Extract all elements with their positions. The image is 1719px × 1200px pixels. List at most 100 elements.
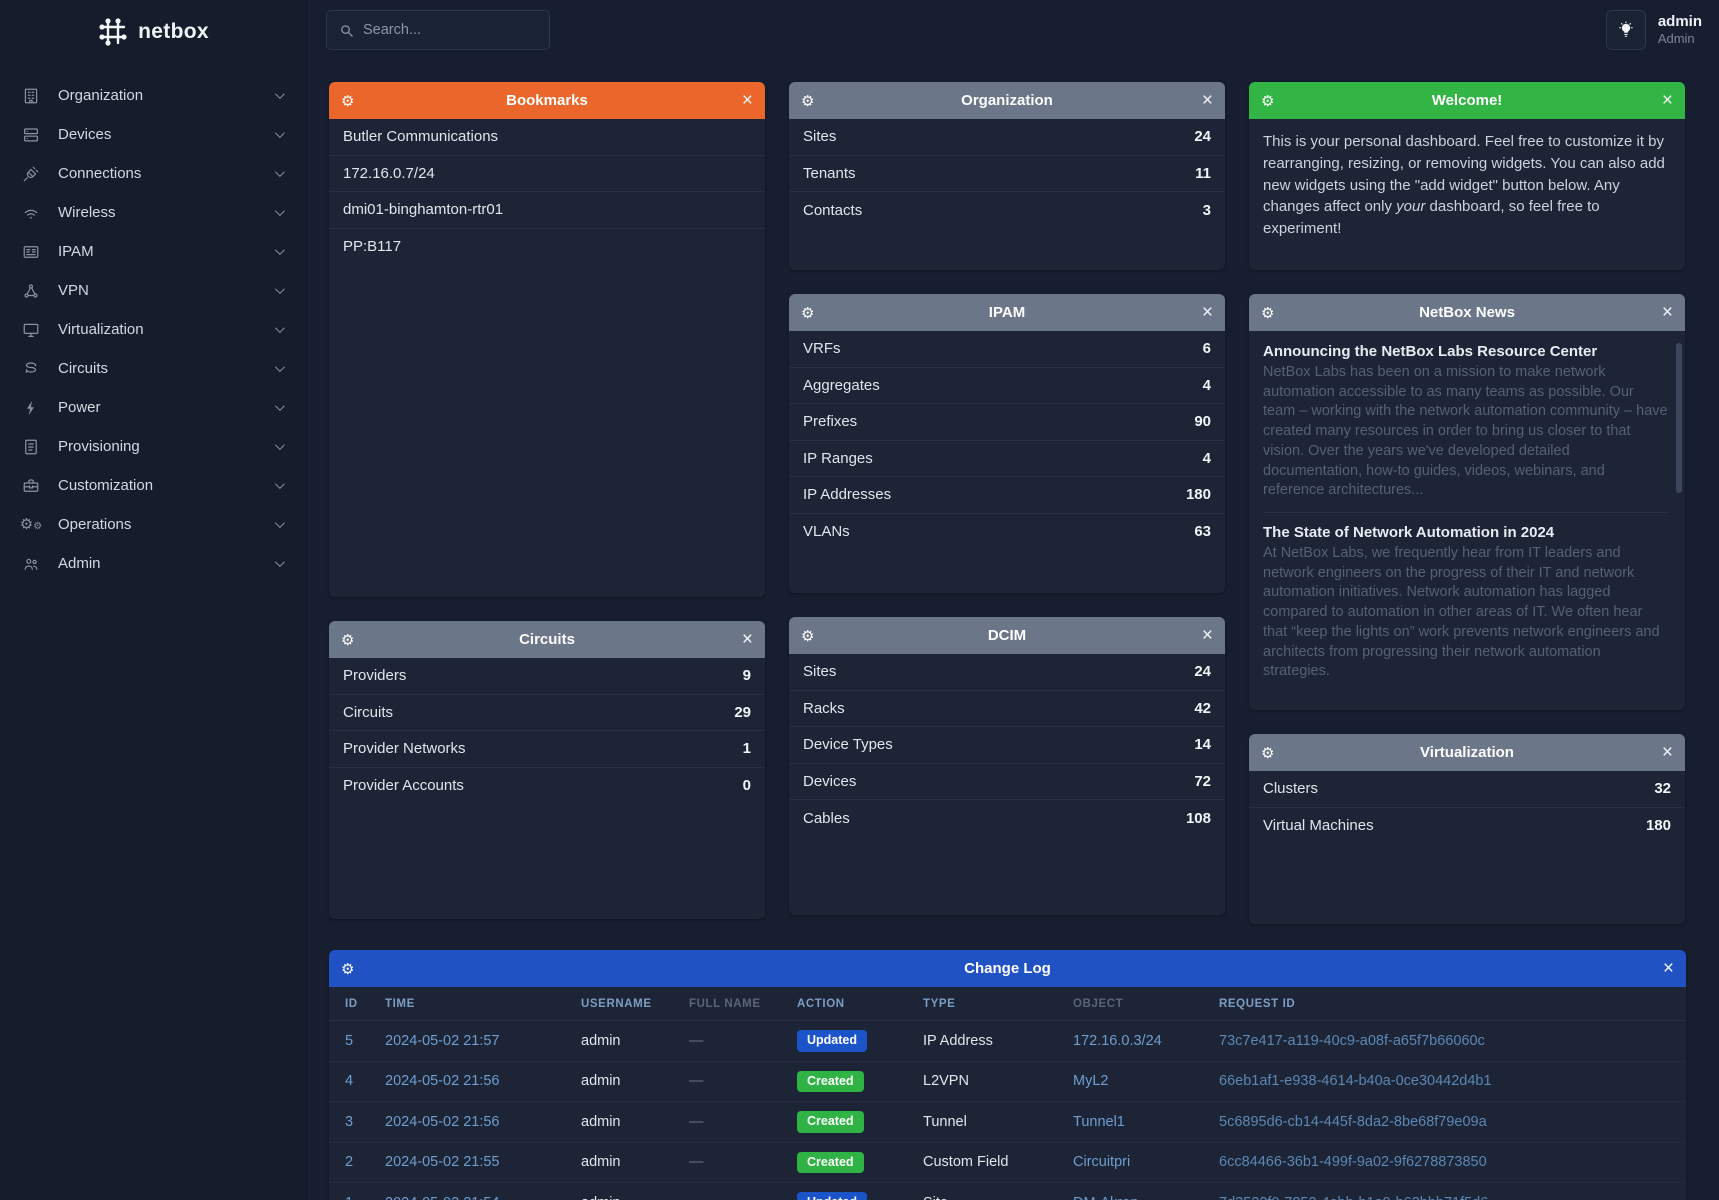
sidebar-item-ipam[interactable]: IPAM — [0, 232, 306, 271]
sidebar-item-label: Provisioning — [58, 438, 140, 455]
stat-label[interactable]: Sites — [803, 663, 837, 681]
stat-label[interactable]: Aggregates — [803, 376, 880, 394]
news-article-title[interactable]: The State of Network Automation in 2024 — [1263, 524, 1555, 542]
changelog-widget-header: ⚙ Change Log × — [329, 950, 1686, 987]
widget-config-icon[interactable]: ⚙ — [341, 92, 355, 110]
stat-value: 4 — [1202, 376, 1211, 394]
sidebar-item-devices[interactable]: Devices — [0, 115, 306, 154]
sidebar-item-virtualization[interactable]: Virtualization — [0, 310, 306, 349]
close-icon[interactable]: × — [1201, 625, 1213, 646]
close-icon[interactable]: × — [741, 629, 753, 650]
stat-label[interactable]: Device Types — [803, 736, 893, 754]
bookmark-item[interactable]: Butler Communications — [329, 119, 765, 156]
stat-label[interactable]: Tenants — [803, 164, 856, 182]
column-header-type[interactable]: TYPE — [913, 987, 1063, 1021]
stat-label[interactable]: Racks — [803, 699, 845, 717]
change-request-id-link[interactable]: 5c6895d6-cb14-445f-8da2-8be68f79e09a — [1219, 1113, 1487, 1130]
sidebar-item-operations[interactable]: ⚙⚙ Operations — [0, 505, 306, 544]
bookmark-item[interactable]: PP:B117 — [343, 238, 402, 256]
sidebar-item-connections[interactable]: Connections — [0, 154, 306, 193]
change-id-link[interactable]: 4 — [345, 1073, 354, 1090]
column-header-request-id[interactable]: REQUEST ID — [1209, 987, 1686, 1021]
stat-label[interactable]: Clusters — [1263, 780, 1319, 798]
change-object-link[interactable]: MyL2 — [1073, 1073, 1109, 1090]
stat-label[interactable]: Cables — [803, 809, 850, 827]
close-icon[interactable]: × — [1661, 302, 1673, 323]
widget-config-icon[interactable]: ⚙ — [801, 92, 815, 110]
stat-label[interactable]: Virtual Machines — [1263, 817, 1374, 835]
sidebar-item-label: Power — [58, 399, 101, 416]
change-id-link[interactable]: 1 — [345, 1195, 353, 1200]
monitor-icon — [21, 320, 41, 340]
stat-label[interactable]: VRFs — [803, 340, 841, 358]
widget-config-icon[interactable]: ⚙ — [801, 627, 815, 645]
change-object-link[interactable]: DM-Akron — [1073, 1195, 1138, 1200]
theme-toggle-button[interactable] — [1605, 10, 1646, 50]
close-icon[interactable]: × — [1662, 958, 1674, 979]
stat-label[interactable]: Contacts — [803, 201, 863, 219]
sidebar-item-provisioning[interactable]: Provisioning — [0, 427, 306, 466]
widget-config-icon[interactable]: ⚙ — [341, 631, 355, 649]
virtualization-widget-header: ⚙ Virtualization × — [1249, 734, 1685, 771]
sidebar-item-customization[interactable]: Customization — [0, 466, 306, 505]
sidebar-item-vpn[interactable]: VPN — [0, 271, 306, 310]
bookmark-item[interactable]: dmi01-binghamton-rtr01 — [329, 192, 765, 229]
close-icon[interactable]: × — [1661, 90, 1673, 111]
column-header-id[interactable]: ID — [329, 987, 375, 1021]
change-time-link[interactable]: 2024-05-02 21:55 — [385, 1154, 500, 1171]
sidebar-item-power[interactable]: Power — [0, 388, 306, 427]
user-info[interactable]: admin Admin — [1658, 13, 1702, 47]
change-full-name: — — [679, 1061, 787, 1102]
change-id-link[interactable]: 2 — [345, 1154, 354, 1171]
change-time-link[interactable]: 2024-05-02 21:56 — [385, 1113, 500, 1130]
stat-label[interactable]: Providers — [343, 667, 407, 685]
change-time-link[interactable]: 2024-05-02 21:57 — [385, 1032, 500, 1049]
widget-config-icon[interactable]: ⚙ — [1261, 92, 1275, 110]
sidebar-item-circuits[interactable]: Circuits — [0, 349, 306, 388]
column-header-time[interactable]: TIME — [375, 987, 571, 1021]
sidebar-item-label: Connections — [58, 165, 142, 182]
change-object-link[interactable]: Tunnel1 — [1073, 1113, 1125, 1130]
scrollbar-thumb[interactable] — [1676, 343, 1682, 493]
bookmarks-widget-header: ⚙ Bookmarks × — [329, 82, 765, 119]
stat-label[interactable]: Provider Accounts — [343, 777, 464, 795]
widget-config-icon[interactable]: ⚙ — [1261, 304, 1275, 322]
change-request-id-link[interactable]: 73c7e417-a119-40c9-a08f-a65f7b66060c — [1219, 1032, 1485, 1049]
widget-config-icon[interactable]: ⚙ — [801, 304, 815, 322]
search-input[interactable] — [363, 22, 537, 38]
stat-label[interactable]: IP Ranges — [803, 449, 873, 467]
column-header-username[interactable]: USERNAME — [571, 987, 679, 1021]
sidebar-item-organization[interactable]: Organization — [0, 76, 306, 115]
close-icon[interactable]: × — [741, 90, 753, 111]
change-id-link[interactable]: 3 — [345, 1113, 354, 1130]
netbox-logo[interactable]: netbox — [0, 0, 306, 58]
news-article-title[interactable]: Announcing the NetBox Labs Resource Cent… — [1263, 343, 1598, 360]
change-object-link[interactable]: 172.16.0.3/24 — [1073, 1032, 1162, 1049]
change-request-id-link[interactable]: 6cc84466-36b1-499f-9a02-9f6278873850 — [1219, 1154, 1487, 1171]
close-icon[interactable]: × — [1201, 90, 1213, 111]
stat-label[interactable]: Prefixes — [803, 413, 858, 431]
widget-config-icon[interactable]: ⚙ — [1261, 744, 1275, 762]
stat-label[interactable]: Circuits — [343, 703, 394, 721]
stat-label[interactable]: IP Addresses — [803, 486, 892, 504]
stat-label[interactable]: VLANs — [803, 523, 850, 541]
change-time-link[interactable]: 2024-05-02 21:54 — [385, 1195, 500, 1200]
change-object-link[interactable]: Circuitpri — [1073, 1154, 1131, 1171]
close-icon[interactable]: × — [1201, 302, 1213, 323]
change-request-id-link[interactable]: 66eb1af1-e938-4614-b40a-0ce30442d4b1 — [1219, 1073, 1492, 1090]
close-icon[interactable]: × — [1661, 742, 1673, 763]
change-time-link[interactable]: 2024-05-02 21:56 — [385, 1073, 500, 1090]
column-header-action[interactable]: ACTION — [787, 987, 913, 1021]
stat-label[interactable]: Provider Networks — [343, 740, 466, 758]
sidebar-item-wireless[interactable]: Wireless — [0, 193, 306, 232]
stat-label[interactable]: Devices — [803, 772, 857, 790]
stat-value: 9 — [742, 667, 751, 685]
stat-row: VLANs 63 — [789, 514, 1225, 551]
change-request-id-link[interactable]: 7d3522f0-7852-4ebb-b1a9-b63bbb71f5d6 — [1219, 1195, 1488, 1200]
sidebar-item-admin[interactable]: Admin — [0, 544, 306, 583]
stat-label[interactable]: Sites — [803, 128, 837, 146]
bookmark-item[interactable]: 172.16.0.7/24 — [329, 156, 765, 192]
change-id-link[interactable]: 5 — [345, 1032, 354, 1049]
widget-config-icon[interactable]: ⚙ — [341, 960, 355, 978]
